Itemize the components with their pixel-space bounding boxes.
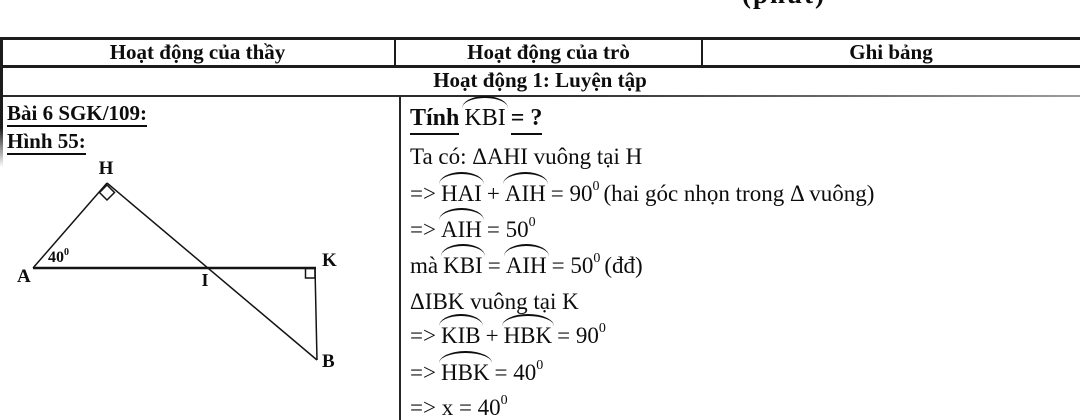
- point-label-K: K: [322, 250, 337, 271]
- solution-line-ibk: ΔIBK vuông tại K: [410, 289, 579, 314]
- solution-step-6: => x = 400: [410, 393, 508, 420]
- solution-step-4: => KIB + HBK = 900: [410, 314, 606, 351]
- angle-AIH: AIH: [438, 208, 485, 245]
- angle-AIH: AIH: [503, 244, 550, 281]
- segment-HB: [106, 182, 318, 361]
- table-top-border: [0, 37, 1080, 40]
- angle-HAI: HAI: [438, 172, 485, 209]
- body-column-divider: [399, 97, 401, 420]
- header-divider-1: [394, 40, 396, 65]
- angle-A-label: 400: [48, 247, 69, 266]
- right-angle-mark-K: [304, 267, 316, 279]
- task-verb: Tính: [410, 105, 460, 135]
- segment-AH: [32, 182, 108, 269]
- page-title-fragment: (phút): [742, 0, 826, 10]
- table-left-border: [0, 37, 3, 167]
- point-label-A: A: [17, 266, 31, 287]
- task-question: = ?: [510, 105, 543, 135]
- figure-caption: Hình 55:: [7, 129, 86, 156]
- header-bottom-border: [0, 65, 1080, 68]
- solution-task-line: Tính KBI = ?: [410, 96, 543, 135]
- angle-KIB: KIB: [438, 314, 484, 351]
- point-label-I: I: [201, 270, 208, 290]
- angle-HBK: HBK: [438, 351, 493, 388]
- step-note: (đđ): [604, 253, 643, 278]
- exercise-reference-text: Bài 6 SGK/109:: [7, 101, 148, 128]
- point-label-B: B: [322, 351, 335, 372]
- solution-step-2: => AIH = 500: [410, 208, 536, 245]
- segment-KB: [314, 267, 318, 361]
- header-teacher-activity: Hoạt động của thầy: [109, 40, 286, 64]
- exercise-reference: Bài 6 SGK/109:: [7, 101, 148, 128]
- header-divider-2: [701, 40, 703, 65]
- angle-KBI: KBI: [461, 96, 509, 133]
- header-board-notes: Ghi bảng: [849, 40, 933, 64]
- point-label-H: H: [99, 158, 114, 179]
- banner-bottom-border: [0, 95, 1080, 97]
- activity-banner: Hoạt động 1: Luyện tập: [433, 68, 647, 92]
- angle-HBK: HBK: [501, 314, 556, 351]
- triangle-figure: H A I K B 400: [17, 158, 337, 372]
- solution-line-taco: Ta có: ΔAHI vuông tại H: [410, 144, 643, 169]
- right-angle-mark-H: [98, 183, 116, 202]
- step-note: (hai góc nhọn trong Δ vuông): [603, 181, 875, 206]
- figure-caption-text: Hình 55:: [7, 129, 86, 156]
- angle-AIH: AIH: [502, 172, 549, 209]
- solution-step-5: => HBK = 400: [410, 351, 543, 388]
- angle-KBI: KBI: [440, 244, 486, 281]
- solution-step-1: => HAI + AIH = 900 (hai góc nhọn trong Δ vuôn…: [410, 172, 875, 209]
- solution-step-3: mà KBI = AIH = 500 (đđ): [410, 244, 643, 281]
- header-student-activity: Hoạt động của trò: [467, 40, 630, 64]
